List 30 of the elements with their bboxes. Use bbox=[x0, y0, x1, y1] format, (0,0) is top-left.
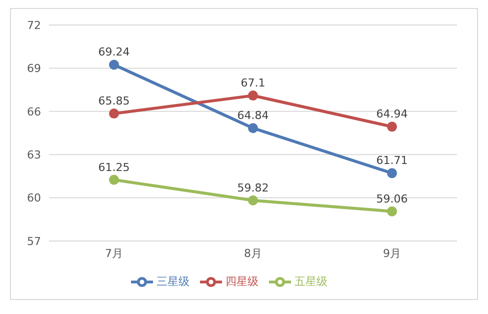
x-tick-label: 7月 bbox=[105, 246, 123, 260]
y-tick-label: 72 bbox=[27, 18, 41, 32]
x-tick-label: 9月 bbox=[383, 246, 401, 260]
data-label: 65.85 bbox=[98, 94, 130, 108]
point bbox=[387, 206, 397, 216]
data-label: 61.25 bbox=[98, 160, 130, 174]
y-tick-label: 63 bbox=[27, 148, 41, 162]
point bbox=[109, 174, 119, 185]
legend-label: 四星级 bbox=[226, 275, 258, 288]
data-label: 61.71 bbox=[376, 154, 408, 168]
data-label: 59.06 bbox=[376, 192, 408, 206]
y-tick-label: 69 bbox=[27, 62, 41, 76]
point bbox=[387, 122, 397, 132]
data-label: 59.82 bbox=[237, 181, 269, 194]
point bbox=[248, 123, 258, 134]
point bbox=[109, 60, 119, 70]
point bbox=[248, 195, 258, 206]
y-tick-label: 57 bbox=[27, 234, 41, 248]
data-label: 67.1 bbox=[240, 76, 266, 90]
point bbox=[248, 90, 258, 101]
y-tick-label: 66 bbox=[27, 105, 41, 118]
point bbox=[109, 108, 119, 119]
data-label: 69.24 bbox=[98, 46, 130, 59]
y-tick-label: 60 bbox=[27, 192, 41, 205]
legend-label: 三星级 bbox=[156, 275, 190, 288]
legend-label: 五星级 bbox=[294, 275, 328, 288]
data-label: 64.84 bbox=[237, 109, 269, 122]
point bbox=[387, 168, 397, 178]
data-label: 64.94 bbox=[376, 108, 408, 121]
x-tick-label: 8月 bbox=[244, 246, 262, 260]
